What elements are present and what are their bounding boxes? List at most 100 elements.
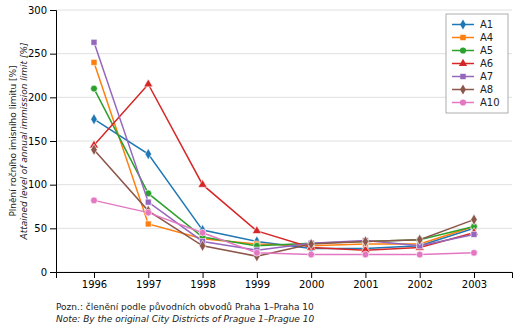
- legend-marker: [460, 74, 465, 79]
- legend-marker: [460, 35, 465, 40]
- series: [91, 85, 478, 249]
- point-marker: [416, 234, 422, 245]
- series-line: [94, 42, 474, 250]
- tick-mark: [50, 272, 56, 273]
- series-line: [94, 89, 474, 246]
- tick-label: 2001: [353, 279, 378, 290]
- y-axis-title: Attained level of annual immission limit…: [19, 42, 29, 241]
- series-group: [89, 39, 478, 262]
- tick-label: 200: [28, 92, 47, 103]
- grid-line: [56, 53, 512, 54]
- tick-mark: [474, 272, 475, 278]
- legend-entry: A1: [452, 19, 493, 30]
- legend-entry: A10: [452, 97, 500, 108]
- tick-label: 2002: [407, 279, 432, 290]
- point-marker: [91, 85, 98, 92]
- tick: 1997: [136, 272, 161, 290]
- tick-label: 300: [28, 5, 47, 16]
- tick-label: 1996: [82, 279, 107, 290]
- x-axis: 1996 1997 1998 1999 2000 2001 2002 2003: [57, 272, 513, 290]
- point-marker: [308, 238, 314, 249]
- legend-box: [446, 14, 508, 113]
- point-marker: [253, 249, 260, 256]
- tick-label: 2003: [462, 279, 487, 290]
- point-marker: [198, 179, 207, 187]
- point-marker: [362, 236, 368, 247]
- legend-entry: A4: [452, 32, 493, 43]
- point-marker: [91, 39, 97, 45]
- tick-mark: [94, 272, 95, 278]
- tick-label: 1998: [190, 279, 215, 290]
- chart: 1996 1997 1998 1999 2000 2001 2002 2003 0 50 100 15…: [0, 0, 524, 328]
- legend-label: A5: [480, 45, 493, 56]
- tick-mark: [50, 228, 56, 229]
- point-marker: [471, 249, 478, 256]
- grid: [56, 10, 512, 272]
- point-marker: [471, 231, 477, 237]
- point-marker: [199, 229, 206, 236]
- point-marker: [416, 251, 423, 258]
- tick-mark: [50, 141, 56, 142]
- point-marker: [145, 149, 151, 160]
- series: [91, 197, 478, 258]
- point-marker: [145, 205, 151, 216]
- y-axis: 0 50 100 150 200 250 300: [28, 5, 57, 278]
- legend-entry: A7: [452, 71, 493, 82]
- tick: 0: [41, 267, 56, 278]
- series: [91, 59, 477, 248]
- grid-line: [56, 10, 512, 11]
- tick-mark: [50, 97, 56, 98]
- point-marker: [308, 251, 315, 258]
- tick: 250: [28, 48, 56, 59]
- tick-mark: [203, 272, 204, 278]
- point-marker: [252, 226, 261, 234]
- series: [91, 114, 477, 254]
- legend-label: A1: [480, 19, 493, 30]
- tick-mark: [50, 54, 56, 55]
- point-marker: [91, 59, 97, 65]
- tick-label: 2000: [299, 279, 324, 290]
- tick-label: 1997: [136, 279, 161, 290]
- grid-line: [56, 228, 512, 229]
- series-line: [94, 84, 474, 250]
- tick-mark: [148, 272, 149, 278]
- legend: A1 A4 A5 A6 A7 A8 A10: [446, 14, 508, 113]
- legend-marker: [460, 19, 466, 29]
- point-marker: [91, 144, 97, 155]
- point-marker: [199, 240, 205, 251]
- legend-marker: [460, 99, 466, 105]
- series: [91, 39, 477, 253]
- tick-mark: [257, 272, 258, 278]
- series: [91, 144, 477, 262]
- grid-line: [56, 141, 512, 142]
- legend-marker: [460, 47, 466, 53]
- tick: 2003: [462, 272, 487, 290]
- legend-label: A8: [480, 84, 493, 95]
- tick-label: 0: [41, 267, 47, 278]
- legend-marker: [459, 59, 467, 66]
- legend-marker: [460, 84, 466, 94]
- tick-label: 100: [28, 179, 47, 190]
- tick: 1999: [245, 272, 270, 290]
- tick-label: 50: [34, 223, 47, 234]
- point-marker: [91, 197, 98, 204]
- point-marker: [145, 209, 152, 216]
- tick-mark: [311, 272, 312, 278]
- tick: 50: [34, 223, 56, 234]
- tick-mark: [50, 10, 56, 11]
- point-marker: [362, 251, 369, 258]
- series-line: [94, 200, 474, 254]
- tick: 150: [28, 136, 56, 147]
- tick: 2002: [407, 272, 432, 290]
- tick-mark: [50, 185, 56, 186]
- point-marker: [471, 214, 477, 225]
- series-line: [94, 119, 474, 248]
- tick: 1996: [82, 272, 107, 290]
- legend-label: A6: [480, 58, 493, 69]
- series-line: [94, 150, 474, 257]
- point-marker: [91, 114, 97, 125]
- legend-label: A7: [480, 71, 493, 82]
- legend-entry: A8: [452, 84, 493, 95]
- plot-area: 1996 1997 1998 1999 2000 2001 2002 2003 0 50 100 15…: [28, 5, 513, 290]
- tick: 2001: [353, 272, 378, 290]
